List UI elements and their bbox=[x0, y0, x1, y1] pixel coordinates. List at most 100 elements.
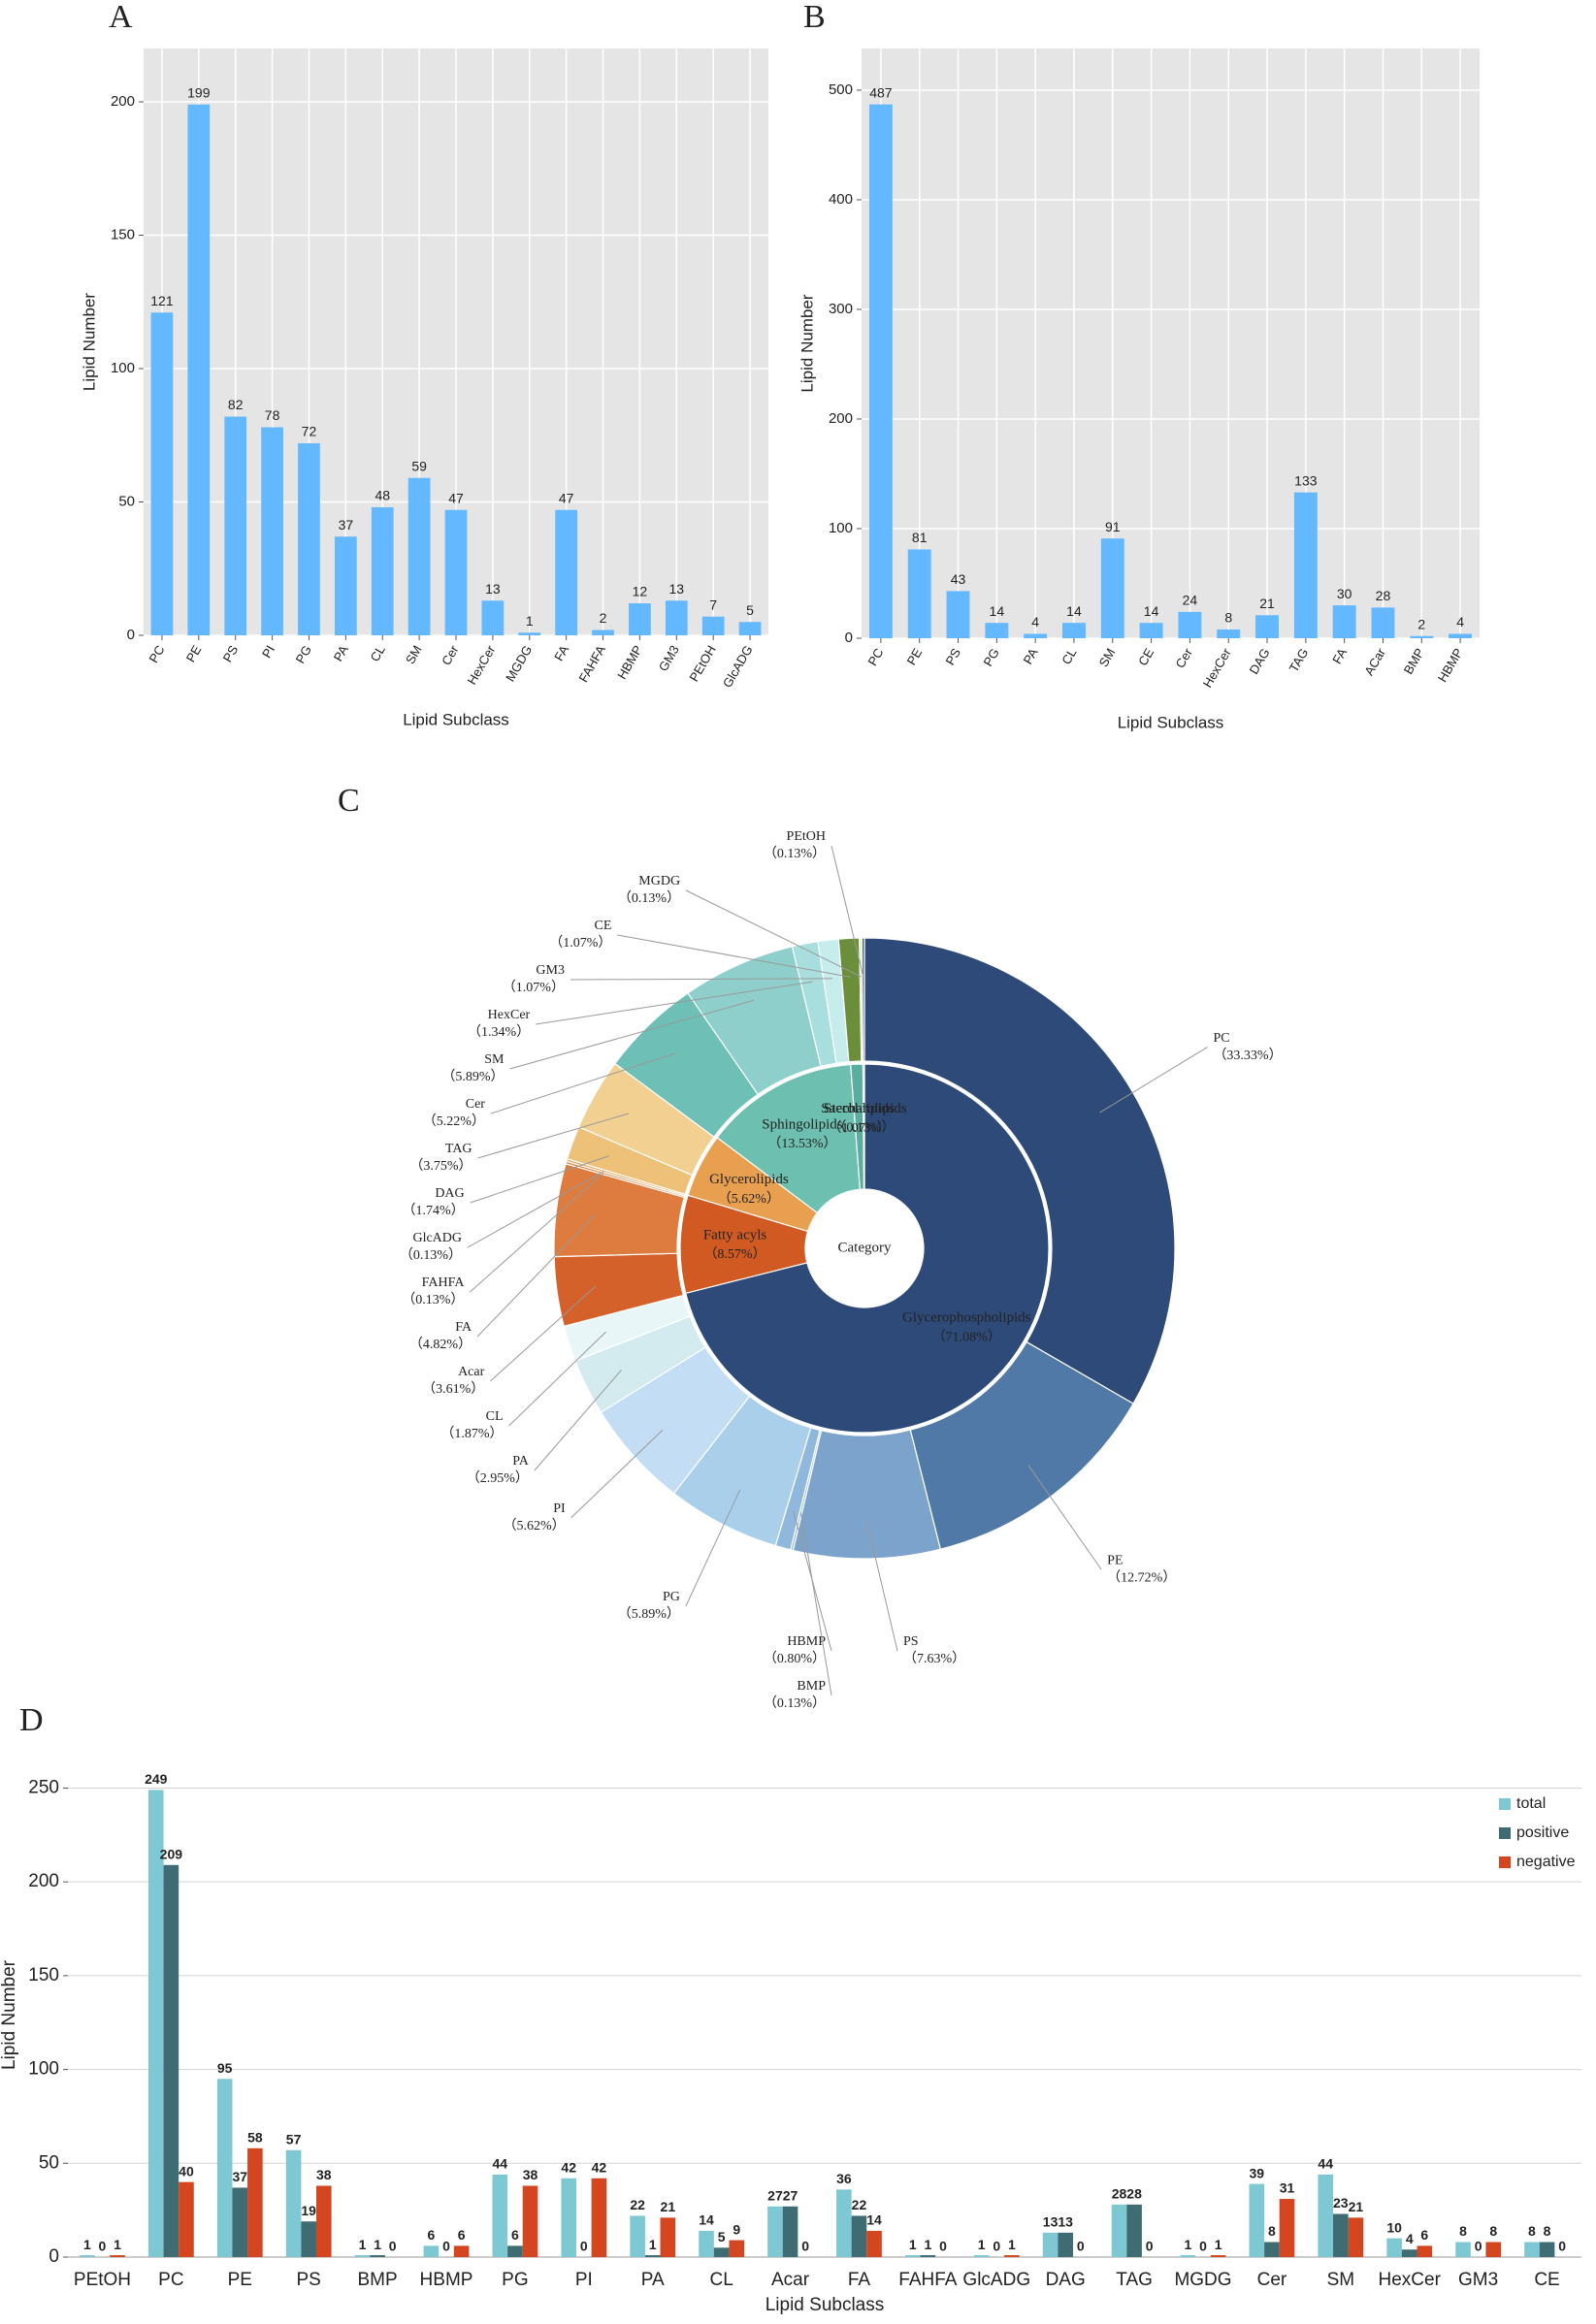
x-tick-label: HBMP bbox=[1435, 646, 1466, 685]
bar bbox=[973, 2255, 990, 2257]
x-tick-label: FAHFA bbox=[576, 642, 609, 684]
outer-value-label: （4.82%） bbox=[409, 1337, 472, 1352]
inner-value-label: （5.62%） bbox=[718, 1191, 780, 1207]
bar bbox=[315, 2185, 332, 2257]
inner-value-label: （8.57%） bbox=[703, 1246, 765, 1262]
value-label: 14 bbox=[699, 2212, 714, 2228]
x-tick-label: FAHFA bbox=[898, 2270, 958, 2290]
value-label: 47 bbox=[559, 490, 574, 505]
value-label: 10 bbox=[1386, 2219, 1402, 2235]
value-label: 249 bbox=[145, 1771, 168, 1787]
panel-label: B bbox=[803, 0, 826, 35]
x-tick-label: BMP bbox=[1401, 646, 1427, 677]
value-label: 58 bbox=[247, 2130, 263, 2146]
outer-label: PI bbox=[553, 1501, 566, 1516]
value-label: 44 bbox=[1318, 2156, 1333, 2172]
x-tick-label: TAG bbox=[1116, 2270, 1153, 2290]
value-label: 1 bbox=[83, 2237, 91, 2252]
value-label: 2 bbox=[1417, 616, 1425, 631]
x-axis-title: Lipid Subclass bbox=[403, 710, 509, 728]
value-label: 36 bbox=[836, 2171, 852, 2186]
value-label: 14 bbox=[866, 2212, 882, 2228]
bar bbox=[1386, 2238, 1402, 2257]
bar bbox=[1332, 605, 1356, 638]
x-tick-label: PA bbox=[1021, 645, 1041, 666]
y-tick-label: 100 bbox=[111, 360, 135, 376]
value-label: 39 bbox=[1250, 2165, 1265, 2180]
value-label: 37 bbox=[232, 2169, 247, 2184]
bar bbox=[334, 536, 357, 635]
value-label: 0 bbox=[993, 2239, 1000, 2254]
bar bbox=[1455, 2242, 1471, 2257]
bar bbox=[1333, 2213, 1349, 2257]
value-label: 1 bbox=[649, 2237, 657, 2252]
value-label: 38 bbox=[316, 2167, 332, 2182]
inner-label: Saccharolipids bbox=[821, 1101, 906, 1116]
value-label: 48 bbox=[375, 488, 390, 503]
outer-label: PG bbox=[663, 1590, 680, 1604]
x-tick-label: HBMP bbox=[614, 643, 645, 682]
bar bbox=[1178, 611, 1202, 638]
value-label: 2 bbox=[600, 610, 607, 626]
leader-line bbox=[570, 1430, 664, 1519]
bar bbox=[1100, 538, 1124, 638]
value-label: 31 bbox=[1280, 2180, 1295, 2196]
value-label: 0 bbox=[580, 2239, 588, 2254]
bar bbox=[1139, 623, 1163, 638]
value-label: 9 bbox=[733, 2221, 740, 2237]
y-tick-label: 0 bbox=[845, 629, 853, 646]
leader-line bbox=[490, 1052, 676, 1114]
outer-label: BMP bbox=[797, 1679, 826, 1694]
leader-line bbox=[865, 1519, 898, 1652]
bar bbox=[370, 2255, 385, 2257]
bar bbox=[1004, 2255, 1020, 2257]
value-label: 40 bbox=[179, 2163, 194, 2179]
outer-label: HexCer bbox=[488, 1008, 531, 1022]
panel-label: C bbox=[338, 783, 360, 819]
plot-background bbox=[862, 48, 1480, 638]
bar bbox=[232, 2187, 248, 2257]
bar bbox=[298, 443, 320, 635]
leader-line bbox=[467, 1170, 604, 1248]
x-tick-label: PE bbox=[904, 645, 926, 667]
x-tick-label: PE bbox=[228, 2270, 252, 2290]
bar bbox=[187, 104, 211, 635]
value-label: 30 bbox=[1337, 586, 1352, 601]
bar bbox=[224, 416, 247, 635]
bar bbox=[836, 2189, 852, 2257]
outer-value-label: （5.22%） bbox=[423, 1114, 485, 1129]
x-tick-label: PS bbox=[297, 2270, 321, 2290]
legend-swatch bbox=[1499, 1798, 1511, 1810]
bar bbox=[782, 2206, 798, 2257]
bar bbox=[555, 509, 578, 635]
bar bbox=[660, 2217, 676, 2257]
y-tick-label: 150 bbox=[28, 1965, 59, 1985]
value-label: 1 bbox=[978, 2237, 986, 2252]
bar bbox=[561, 2178, 577, 2257]
bar bbox=[179, 2181, 194, 2257]
value-label: 8 bbox=[1459, 2223, 1467, 2239]
outer-label: FA bbox=[455, 1320, 472, 1335]
leader-line bbox=[477, 1113, 630, 1159]
x-tick-label: HexCer bbox=[464, 642, 498, 687]
x-tick-label: PEtOH bbox=[74, 2270, 131, 2290]
outer-value-label: （0.13%） bbox=[400, 1247, 462, 1263]
y-tick-label: 150 bbox=[111, 226, 135, 242]
outer-value-label: （0.13%） bbox=[618, 890, 680, 906]
bar bbox=[1410, 635, 1434, 638]
bar bbox=[147, 1790, 164, 2257]
inner-label: Glycerophospholipids bbox=[902, 1310, 1031, 1326]
bar bbox=[985, 623, 1009, 638]
value-label: 7 bbox=[709, 597, 717, 612]
bar bbox=[407, 477, 431, 635]
y-axis-title: Lipid Number bbox=[798, 294, 816, 392]
inner-value-label: （0.13%） bbox=[832, 1120, 895, 1136]
bar bbox=[1264, 2242, 1280, 2257]
bar bbox=[1217, 629, 1241, 638]
value-label: 1 bbox=[526, 613, 534, 629]
outer-value-label: （3.75%） bbox=[409, 1158, 472, 1174]
y-tick-label: 50 bbox=[118, 493, 135, 509]
value-label: 59 bbox=[411, 458, 427, 473]
value-label: 1 bbox=[1185, 2237, 1192, 2252]
